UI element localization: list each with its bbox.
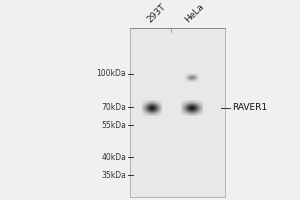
Text: 55kDa: 55kDa	[101, 120, 126, 130]
Text: 35kDa: 35kDa	[101, 170, 126, 180]
Text: 100kDa: 100kDa	[96, 70, 126, 78]
Text: RAVER1: RAVER1	[232, 104, 267, 112]
Text: 70kDa: 70kDa	[101, 102, 126, 112]
Bar	[130, 28, 225, 197]
Text: HeLa: HeLa	[184, 1, 206, 24]
Text: 293T: 293T	[146, 2, 168, 24]
Text: 40kDa: 40kDa	[101, 152, 126, 162]
